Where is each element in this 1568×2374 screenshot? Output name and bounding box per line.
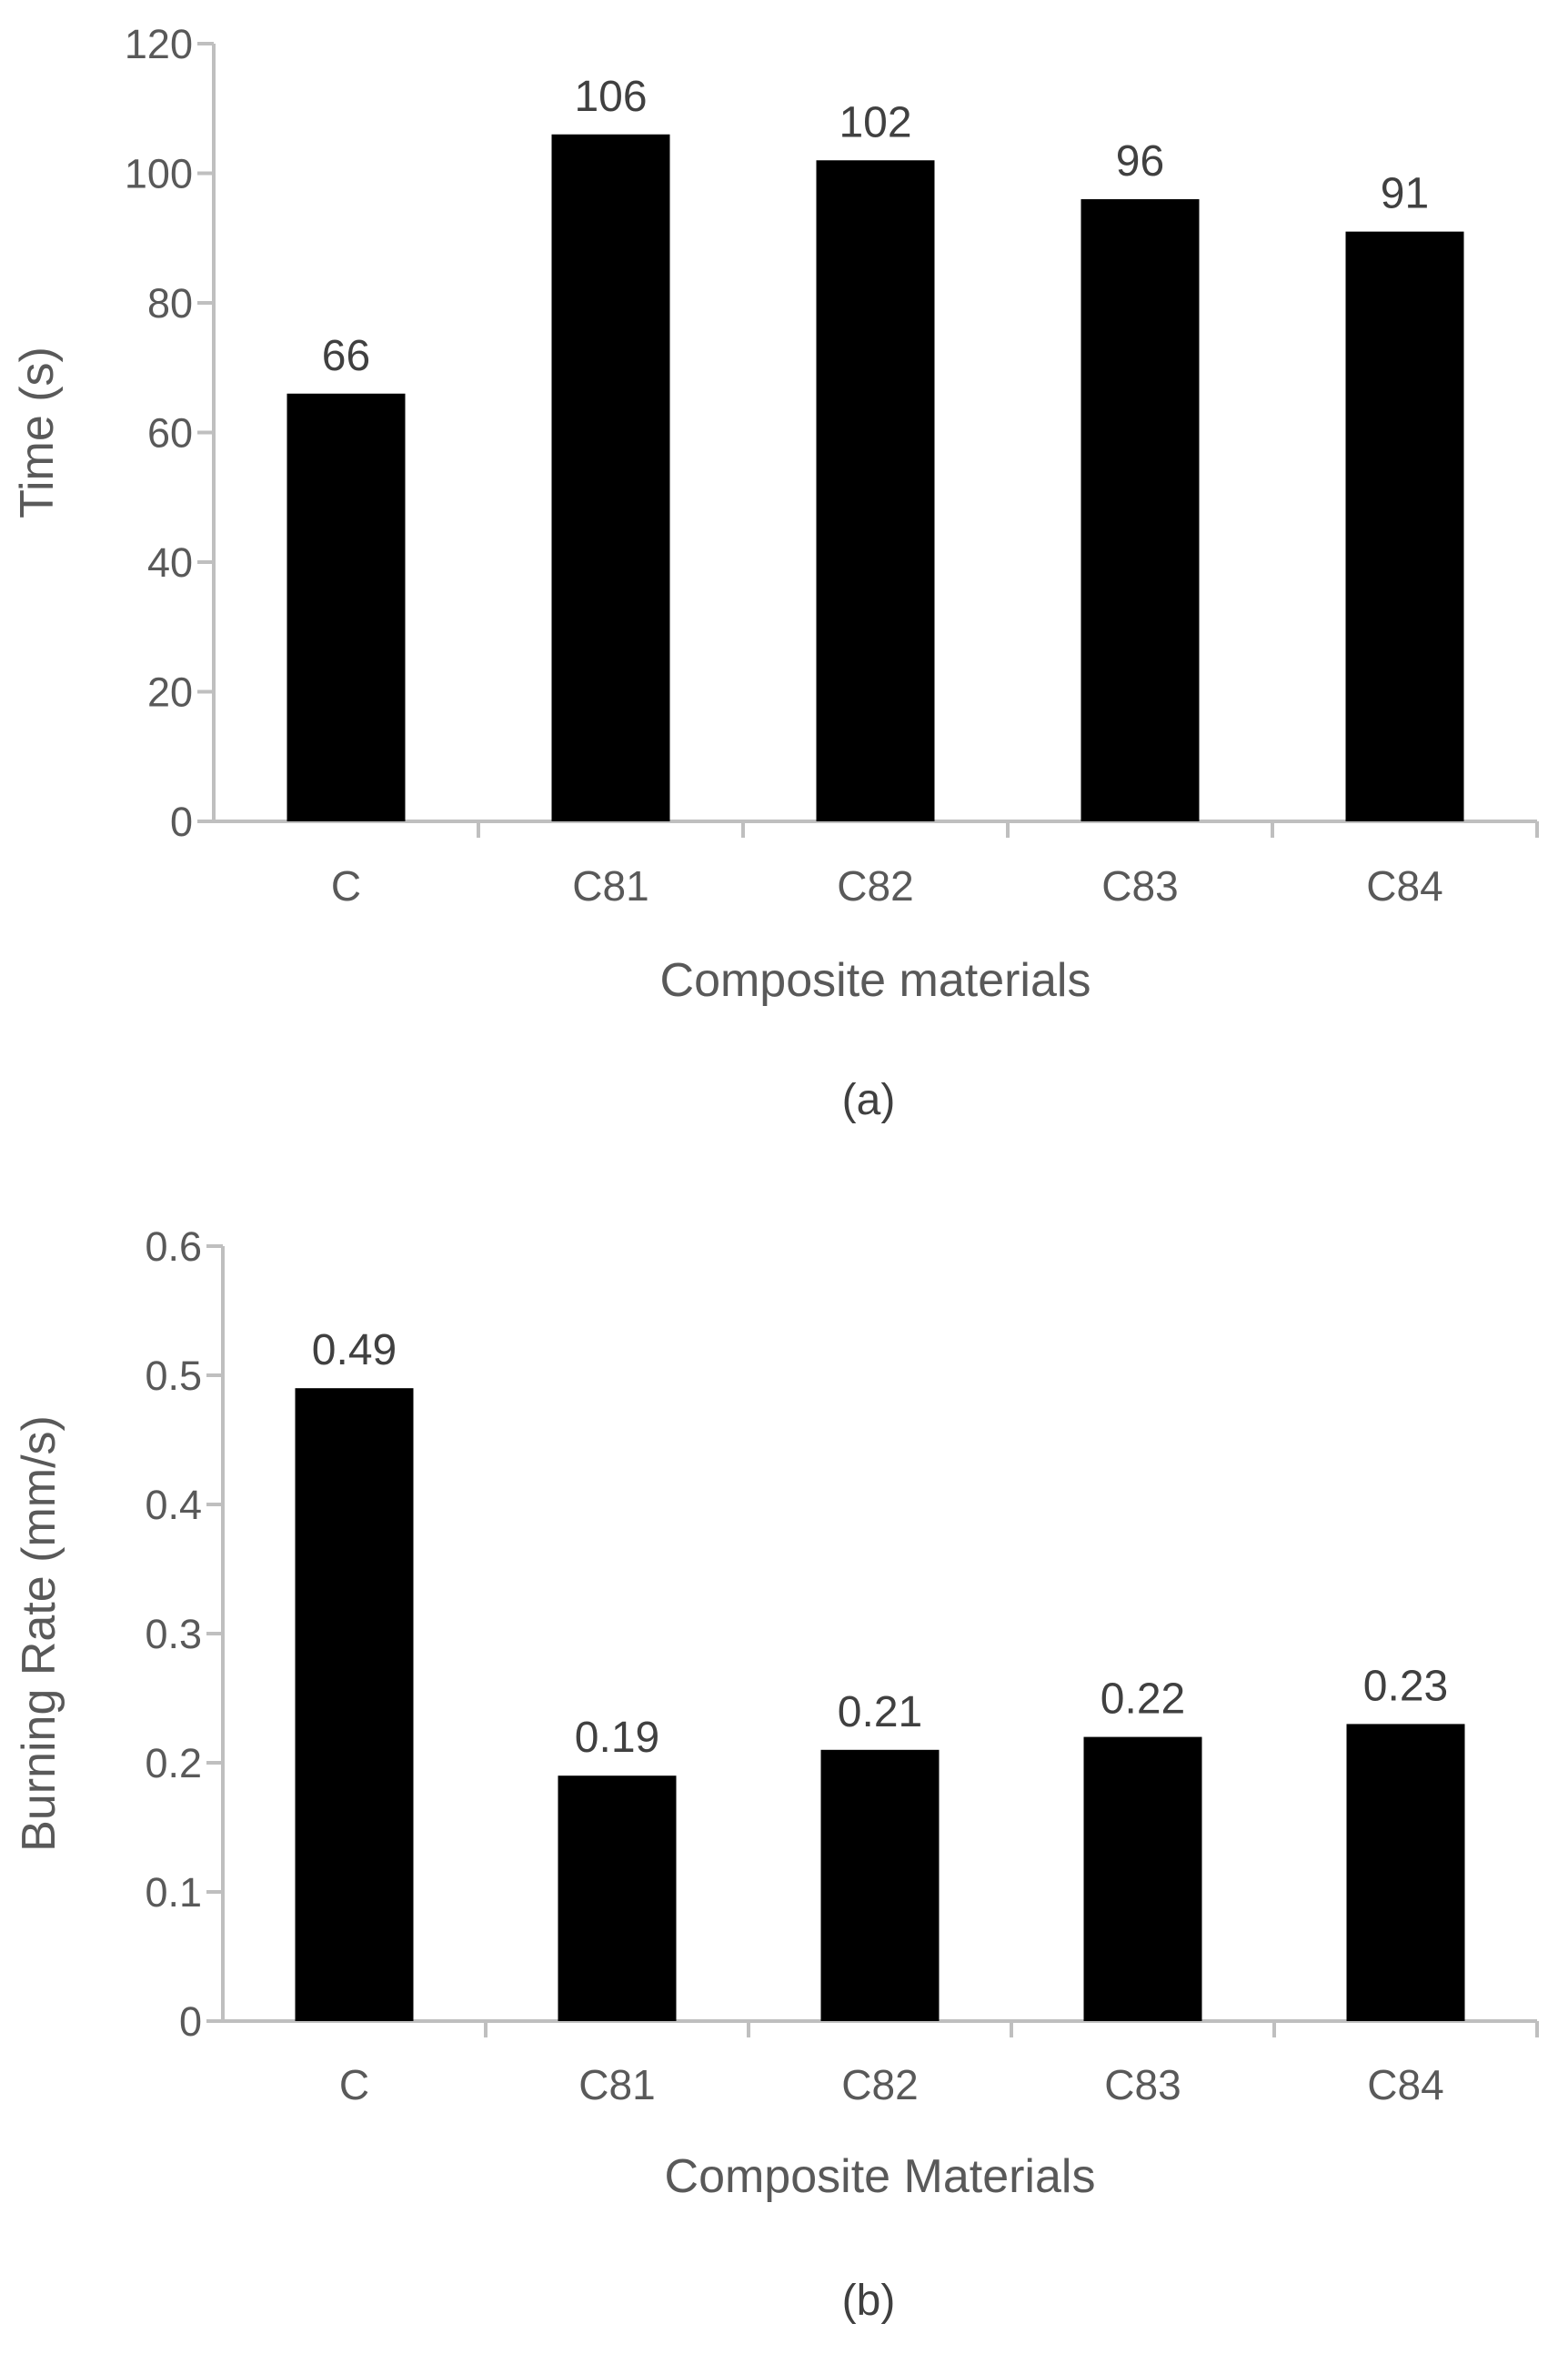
data-label: 91 [1381,170,1429,218]
x-category-label: C84 [1366,862,1442,910]
x-category-label: C84 [1367,2061,1443,2108]
data-label: 0.21 [838,1688,922,1736]
bar-c82 [820,1749,940,2021]
chart-panel-a: 0 20 40 60 80 100 120 66 C 106 C81 102 C82 96 C83 91 C84… [11,21,1539,1124]
panel-caption: (b) [842,2277,896,2325]
y-tick-label: 80 [147,280,193,327]
bar-c83 [1083,1736,1202,2021]
y-tick-label: 100 [125,151,193,197]
x-category-label: C83 [1101,862,1178,910]
data-label: 106 [574,73,647,121]
bar-c84 [1345,231,1464,821]
data-label: 0.23 [1363,1662,1448,1710]
y-tick-label: 20 [147,669,193,716]
y-tick-label: 0.4 [145,1482,202,1528]
bar-c [286,393,406,821]
y-tick-label: 0.6 [145,1223,202,1270]
bar-c81 [551,134,670,821]
bar-c84 [1346,1724,1465,2021]
bar-c [295,1388,414,2021]
data-label: 0.22 [1101,1675,1185,1724]
panel-caption: (a) [842,1076,896,1124]
bar-c81 [558,1775,677,2021]
data-label: 0.19 [575,1714,659,1762]
y-tick-label: 0.5 [145,1353,202,1399]
data-label: 102 [839,98,911,146]
x-category-label: C81 [572,862,648,910]
y-tick-label: 40 [147,539,193,586]
y-tick-label: 0.2 [145,1740,202,1786]
x-category-label: C82 [841,2061,918,2108]
data-label: 66 [322,332,370,380]
y-tick-label: 0.3 [145,1611,202,1657]
x-category-label: C82 [837,862,913,910]
y-tick-label: 0.1 [145,1869,202,1916]
x-category-label: C83 [1104,2061,1181,2108]
bar-c83 [1081,199,1200,821]
y-axis-title: Time (s) [11,347,64,518]
data-label: 96 [1116,137,1164,186]
x-category-label: C [339,2061,369,2108]
x-category-label: C81 [578,2061,655,2108]
bar-c82 [816,160,935,821]
y-axis-title: Burning Rate (mm/s) [13,1415,65,1852]
y-tick-label: 60 [147,410,193,457]
x-axis-title: Composite Materials [665,2150,1096,2203]
data-label: 0.49 [312,1326,397,1374]
x-category-label: C [331,862,361,910]
y-tick-label: 0 [170,799,193,845]
chart-panel-b: 0 0.1 0.2 0.3 0.4 0.5 0.6 0.49 C 0.19 C81 0.21 C82 0.… [13,1223,1539,2325]
y-tick-label: 120 [125,21,193,67]
x-axis-title: Composite materials [660,954,1091,1007]
y-tick-label: 0 [179,1998,202,2045]
